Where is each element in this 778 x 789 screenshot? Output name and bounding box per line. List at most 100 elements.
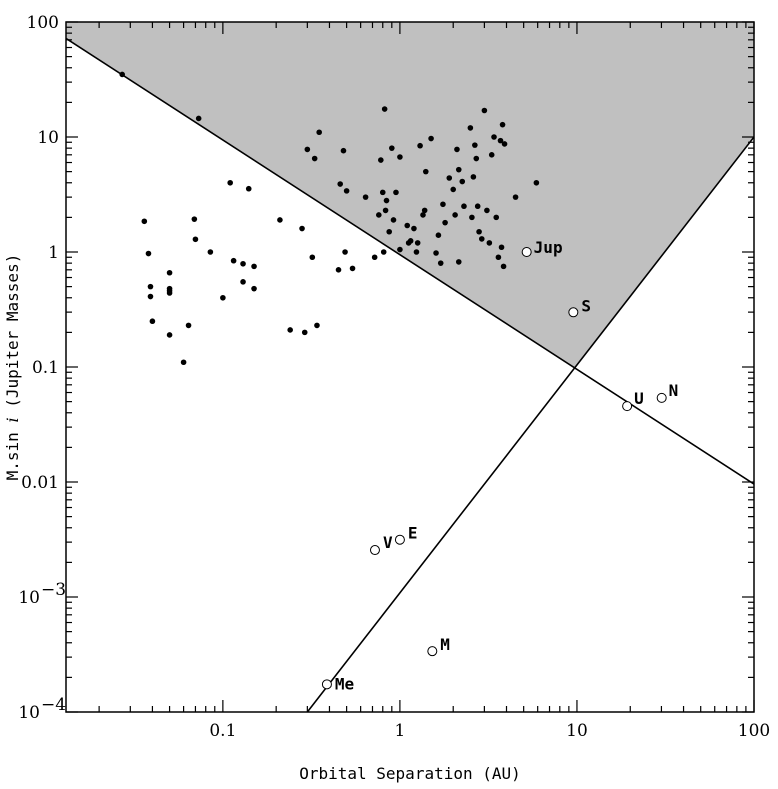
planet-marker-neptune: [656, 392, 667, 403]
exoplanet-point: [498, 244, 505, 251]
y-axis-title: M.sin i (Jupiter Masses): [3, 254, 22, 481]
exoplanet-point: [342, 249, 348, 255]
planet-marker-jupiter: [521, 247, 532, 257]
plot-area: [66, 22, 754, 712]
exoplanet-point: [500, 263, 507, 270]
exoplanet-point: [389, 145, 395, 151]
y-tick-label: 100: [27, 13, 59, 33]
planet-label-neptune: N: [669, 381, 679, 400]
exoplanet-point: [386, 228, 393, 235]
exoplanet-point: [497, 137, 504, 144]
y-axis-title-part-1: M.sin: [3, 423, 22, 481]
exoplanet-point: [304, 146, 311, 153]
detectable-shaded-region: [66, 22, 754, 368]
exoplanet-point: [311, 155, 318, 162]
exoplanet-point: [473, 155, 480, 162]
exoplanet-point: [417, 142, 423, 149]
y-tick-label: 0.01: [21, 473, 59, 493]
exoplanet-point: [470, 174, 477, 180]
exoplanet-point: [411, 225, 417, 232]
y-tick-label: 1: [48, 243, 59, 263]
planet-marker-saturn: [568, 307, 579, 318]
exoplanet-point: [383, 197, 390, 204]
planet-label-mercury: Me: [335, 674, 354, 693]
exoplanet-point: [459, 178, 466, 185]
exoplanet-point: [450, 186, 457, 193]
y-axis-title-italic-i: i: [3, 417, 22, 422]
x-tick-label: 10: [566, 721, 588, 741]
exoplanet-point: [314, 322, 320, 329]
exoplanet-point: [390, 217, 397, 223]
exoplanet-point: [251, 285, 257, 292]
exoplanet-point: [382, 207, 389, 214]
exoplanet-point: [380, 249, 387, 255]
exoplanet-point: [378, 157, 384, 163]
exoplanet-point: [245, 185, 252, 192]
exoplanet-point: [499, 121, 506, 128]
exoplanet-point: [481, 107, 488, 114]
planet-label-jupiter: Jup: [534, 238, 563, 257]
exoplanet-point: [207, 249, 214, 255]
exoplanet-point: [145, 250, 152, 257]
planet-label-venus: V: [383, 533, 393, 552]
exoplanet-point: [180, 359, 187, 366]
exoplanet-point: [371, 254, 378, 261]
planet-marker-venus: [369, 545, 380, 556]
exoplanet-point: [461, 203, 467, 210]
planet-label-uranus: U: [634, 389, 644, 408]
exoplanet-point: [414, 240, 421, 246]
exoplanet-point: [376, 212, 382, 218]
exoplanet-point: [455, 259, 462, 265]
exoplanet-point: [474, 203, 481, 210]
exoplanet-point: [469, 214, 475, 221]
exoplanet-point: [420, 212, 426, 218]
exoplanet-point: [421, 207, 428, 214]
exoplanet-point: [192, 236, 199, 243]
y-tick-label-exponent: −4: [41, 695, 66, 715]
exoplanet-point: [362, 194, 369, 200]
x-tick-label: 1: [394, 721, 405, 741]
exoplanet-point: [309, 254, 316, 261]
exoplanet-point: [340, 147, 347, 154]
y-tick-label: 0.1: [32, 358, 59, 378]
exoplanet-point: [166, 290, 173, 296]
y-tick-label: 10: [18, 588, 40, 608]
exoplanet-point: [512, 194, 519, 200]
exoplanet-point: [141, 218, 148, 225]
exoplanet-point: [495, 254, 502, 261]
exoplanet-point: [476, 228, 482, 235]
exoplanet-point: [501, 141, 508, 147]
exoplanet-point: [185, 322, 192, 329]
exoplanet-point: [484, 207, 490, 214]
exoplanet-point: [343, 188, 350, 194]
exoplanet-point: [227, 179, 233, 186]
exoplanet-point: [149, 318, 156, 325]
y-axis-title-part-3: (Jupiter Masses): [3, 254, 22, 418]
exoplanet-point: [301, 329, 308, 336]
exoplanet-point: [454, 146, 460, 153]
exoplanet-point: [349, 265, 356, 272]
exoplanet-point: [220, 294, 226, 301]
x-axis-title: Orbital Separation (AU): [299, 764, 521, 783]
exoplanet-point: [397, 246, 403, 253]
exoplanet-point: [433, 250, 439, 256]
planet-marker-mars: [427, 646, 438, 657]
exoplanet-point: [472, 142, 478, 148]
exoplanet-point: [166, 285, 173, 292]
exoplanet-point: [287, 327, 293, 333]
planet-label-mars: M: [440, 635, 450, 654]
exoplanet-point: [428, 135, 434, 142]
planet-label-saturn: S: [581, 296, 591, 315]
exoplanet-point: [251, 263, 257, 270]
exoplanet-point: [379, 189, 386, 196]
exoplanet-point: [147, 283, 154, 290]
planet-label-earth: E: [408, 524, 418, 543]
exoplanet-point: [381, 106, 388, 112]
exoplanet-point: [119, 71, 125, 78]
exoplanet-point: [166, 269, 173, 276]
exoplanet-point: [230, 257, 237, 264]
exoplanet-point: [422, 168, 429, 175]
y-tick-label: 10: [18, 703, 40, 723]
